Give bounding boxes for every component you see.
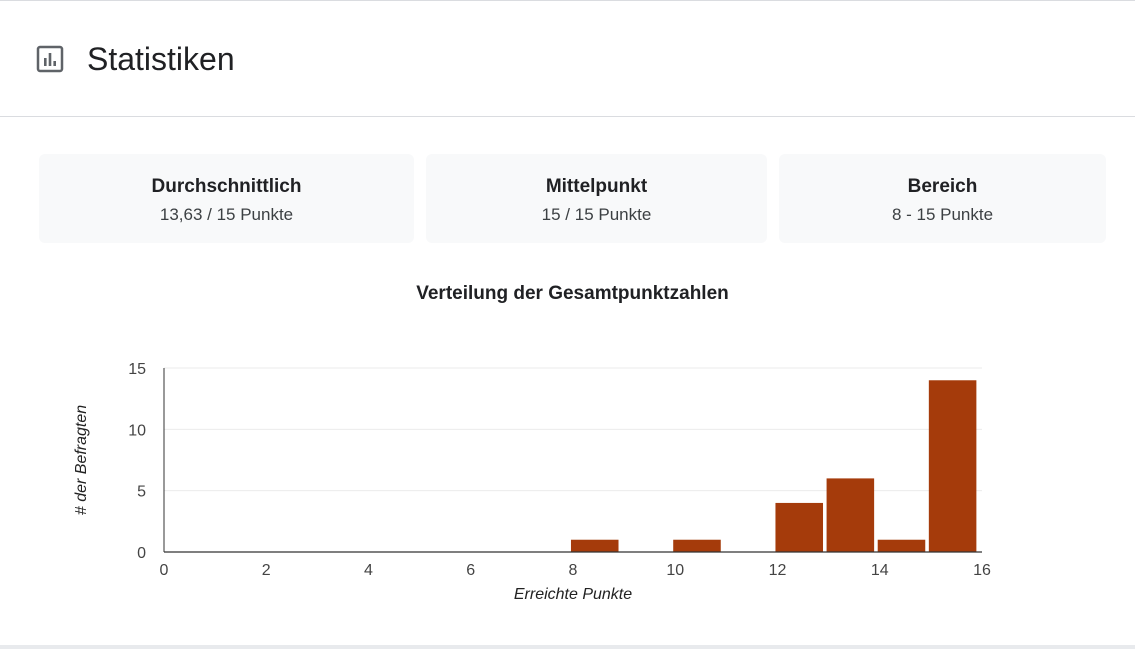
x-tick-label: 10 (666, 562, 684, 579)
x-axis-title: Erreichte Punkte (514, 586, 632, 603)
chart-title: Verteilung der Gesamtpunktzahlen (416, 283, 729, 304)
y-tick-label: 15 (128, 361, 146, 378)
stat-median-value: 15 / 15 Punkte (541, 205, 652, 224)
bar-13[interactable] (826, 478, 875, 552)
x-tick-label: 4 (364, 562, 373, 579)
bar-14[interactable] (877, 539, 926, 552)
statistics-header: Statistiken (0, 1, 1135, 117)
x-tick-label: 0 (160, 562, 169, 579)
y-axis-title: # der Befragten (73, 405, 90, 515)
x-tick-label: 6 (466, 562, 475, 579)
x-tick-label: 12 (769, 562, 787, 579)
x-tick-label: 16 (973, 562, 991, 579)
x-tick-label: 8 (569, 562, 578, 579)
bar-12[interactable] (775, 502, 824, 552)
stat-median-label: Mittelpunkt (545, 176, 648, 197)
bar-10[interactable] (673, 539, 721, 552)
y-tick-label: 0 (137, 545, 146, 562)
stat-average-value: 13,63 / 15 Punkte (159, 205, 294, 224)
bar-15[interactable] (928, 380, 977, 552)
bar-chart-icon (36, 45, 64, 73)
page-title: Statistiken (87, 41, 235, 77)
stat-range-label: Bereich (907, 176, 978, 197)
stat-range-value: 8 - 15 Punkte (891, 205, 994, 224)
card-shadow (0, 645, 1135, 649)
bar-8[interactable] (570, 539, 619, 552)
y-tick-label: 5 (137, 484, 146, 501)
stat-average: Durchschnittlich 13,63 / 15 Punkte (39, 154, 414, 243)
y-tick-label: 10 (128, 422, 146, 439)
stat-median: Mittelpunkt 15 / 15 Punkte (426, 154, 767, 243)
stat-range: Bereich 8 - 15 Punkte (779, 154, 1106, 243)
x-tick-label: 2 (262, 562, 271, 579)
x-tick-label: 14 (871, 562, 889, 579)
stat-average-label: Durchschnittlich (151, 176, 302, 197)
